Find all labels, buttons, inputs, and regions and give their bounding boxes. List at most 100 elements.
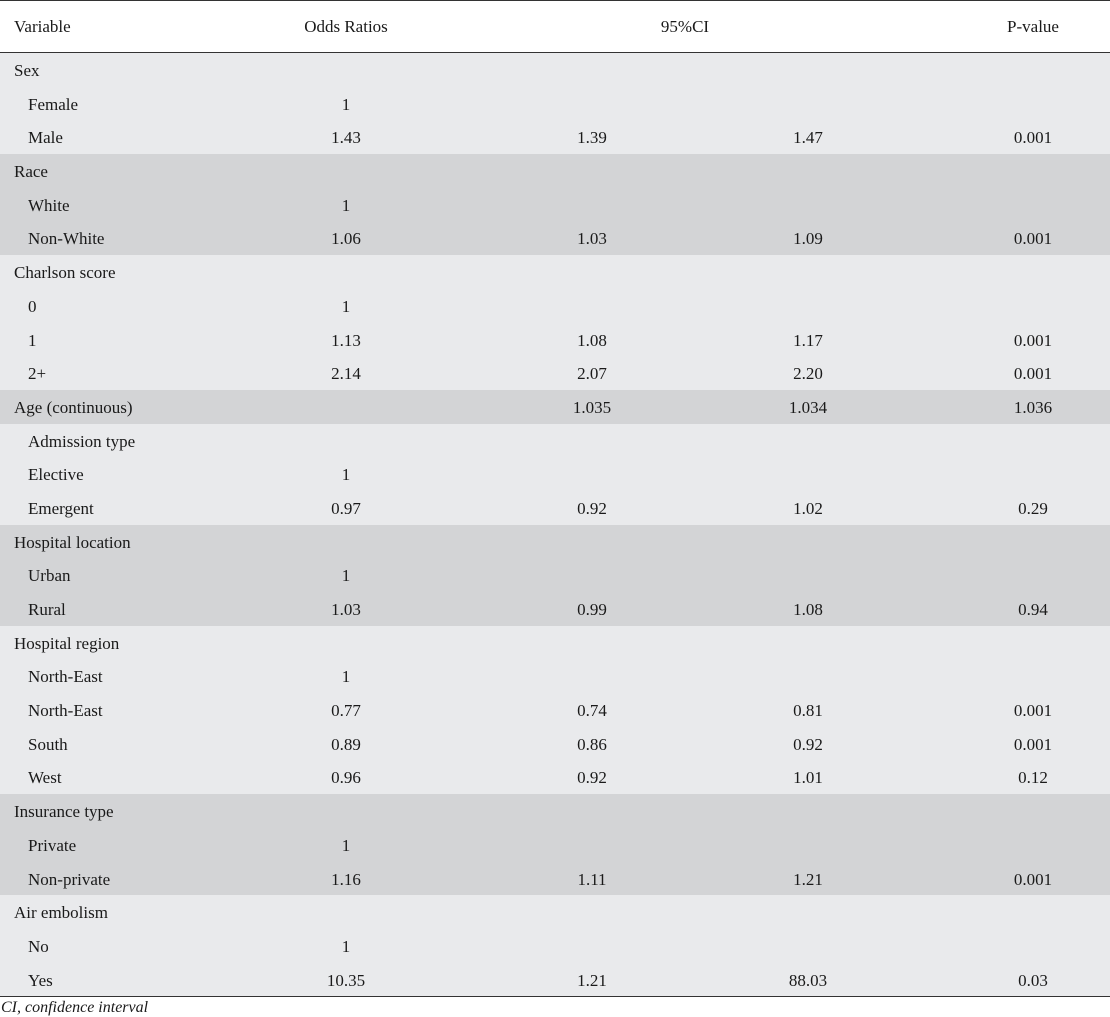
row-label: 1 <box>28 330 37 350</box>
row-label: Charlson score <box>14 263 116 283</box>
ci-upper-cell: 1.08 <box>793 600 823 619</box>
table-row: Urban 1 <box>0 558 1110 592</box>
ci-lower-cell: 0.86 <box>577 734 607 754</box>
odds-ratio-cell: 0.97 <box>331 498 361 518</box>
row-label: North-East <box>28 667 103 687</box>
row-label: Race <box>14 162 48 182</box>
odds-ratio-cell: 1 <box>341 667 351 687</box>
ci-lower-cell: 1.035 <box>572 397 612 417</box>
header-ci: 95%CI <box>660 17 710 36</box>
row-label: Insurance type <box>14 802 114 822</box>
table-body: Sex Female 1 Male 1.43 1.39 1.47 0.001 Race White… <box>0 53 1110 997</box>
odds-ratio-cell: 0.89 <box>331 734 361 754</box>
ci-lower-cell: 1.11 <box>577 869 607 889</box>
ci-upper-cell: 1.01 <box>793 768 823 788</box>
odds-ratio-cell: 1 <box>341 195 351 215</box>
ci-upper-cell: 1.47 <box>793 128 823 148</box>
table-row: Air embolism <box>0 895 1110 929</box>
table-row: 1 1.13 1.08 1.17 0.001 <box>0 322 1110 357</box>
table-row: North-East 0.77 0.74 0.81 0.001 <box>0 693 1110 727</box>
ci-upper-cell: 0.81 <box>793 701 823 721</box>
header-odds-ratios: Odds Ratios <box>304 17 388 36</box>
row-label: No <box>28 936 49 956</box>
row-label: Hospital location <box>14 532 131 552</box>
table-row: Sex <box>0 53 1110 87</box>
p-value-cell: 0.29 <box>1018 498 1048 518</box>
row-label: North-East <box>28 701 103 721</box>
table-row: Age (continuous) 1.035 1.034 1.036 <box>0 389 1110 424</box>
ci-lower-cell: 0.92 <box>577 498 607 518</box>
odds-ratio-cell: 1 <box>341 936 351 956</box>
odds-ratio-cell: 10.35 <box>326 970 366 990</box>
row-label: South <box>28 734 68 754</box>
odds-ratio-cell: 1.16 <box>331 869 361 889</box>
p-value-cell: 0.001 <box>1013 229 1053 249</box>
table-row: Female 1 <box>0 86 1110 121</box>
row-label: Rural <box>28 600 66 619</box>
row-label: Non-private <box>28 869 111 889</box>
table-row: North-East 1 <box>0 659 1110 694</box>
table-row: Male 1.43 1.39 1.47 0.001 <box>0 120 1110 155</box>
ci-upper-cell: 2.20 <box>793 364 823 384</box>
table-row: Race <box>0 154 1110 188</box>
table-row: Yes 10.35 1.21 88.03 0.03 <box>0 962 1110 997</box>
ci-upper-cell: 1.09 <box>793 229 823 249</box>
odds-ratio-cell: 1 <box>341 296 351 316</box>
odds-ratio-cell: 1.13 <box>331 330 361 350</box>
row-label: West <box>28 768 62 788</box>
row-label: Private <box>28 835 77 855</box>
odds-ratio-cell: 1 <box>341 566 351 586</box>
table-row: Non-private 1.16 1.11 1.21 0.001 <box>0 861 1110 896</box>
ci-upper-cell: 1.17 <box>793 330 823 350</box>
odds-ratio-cell: 1.06 <box>331 229 361 249</box>
row-label: White <box>28 195 70 215</box>
table-bottom-rule <box>0 996 1110 998</box>
odds-ratio-cell: 1 <box>341 835 351 855</box>
row-label: Non-White <box>28 229 105 249</box>
table-row: Charlson score <box>0 255 1110 289</box>
header-p-value: P-value <box>1007 17 1059 36</box>
row-label: Urban <box>28 566 71 586</box>
row-label: Elective <box>28 465 84 485</box>
row-label: Hospital region <box>14 633 120 653</box>
p-value-cell: 0.12 <box>1018 768 1048 788</box>
table-row: Non-White 1.06 1.03 1.09 0.001 <box>0 221 1110 256</box>
table-row: White 1 <box>0 187 1110 222</box>
table-row: South 0.89 0.86 0.92 0.001 <box>0 726 1110 761</box>
table-row: Rural 1.03 0.99 1.08 0.94 <box>0 592 1110 626</box>
table-row: Emergent 0.97 0.92 1.02 0.29 <box>0 490 1110 525</box>
table-row: West 0.96 0.92 1.01 0.12 <box>0 760 1110 795</box>
table-row: Elective 1 <box>0 457 1110 491</box>
ci-upper-cell: 88.03 <box>788 970 828 990</box>
odds-ratio-cell: 1.43 <box>331 128 361 148</box>
ci-upper-cell: 1.034 <box>788 397 828 417</box>
row-label: Emergent <box>28 498 94 518</box>
ci-lower-cell: 0.74 <box>577 701 607 721</box>
row-label: 2+ <box>28 364 47 384</box>
row-label: Sex <box>14 61 40 80</box>
table-row: Insurance type <box>0 794 1110 828</box>
table-header-row: Variable Odds Ratios 95%CI P-value <box>0 0 1110 53</box>
p-value-cell: 0.001 <box>1013 734 1053 754</box>
p-value-cell: 0.03 <box>1018 970 1048 990</box>
ci-lower-cell: 0.99 <box>577 600 607 619</box>
header-variable: Variable <box>14 17 71 36</box>
p-value-cell: 0.001 <box>1013 330 1053 350</box>
ci-lower-cell: 1.03 <box>577 229 607 249</box>
p-value-cell: 0.001 <box>1013 701 1053 721</box>
ci-upper-cell: 1.02 <box>793 498 823 518</box>
odds-ratio-cell: 0.77 <box>331 701 361 721</box>
row-label: Age (continuous) <box>14 397 133 417</box>
row-label: Yes <box>28 970 53 990</box>
table-row: Admission type <box>0 423 1110 458</box>
ci-upper-cell: 0.92 <box>793 734 823 754</box>
row-label: Male <box>28 128 63 148</box>
p-value-cell: 0.001 <box>1013 128 1053 148</box>
table-row: 2+ 2.14 2.07 2.20 0.001 <box>0 356 1110 390</box>
table-row: Hospital region <box>0 625 1110 660</box>
odds-ratio-cell: 1 <box>341 465 351 485</box>
table-row: Hospital location <box>0 524 1110 559</box>
table-row: Private 1 <box>0 827 1110 862</box>
row-label: Admission type <box>28 431 136 451</box>
